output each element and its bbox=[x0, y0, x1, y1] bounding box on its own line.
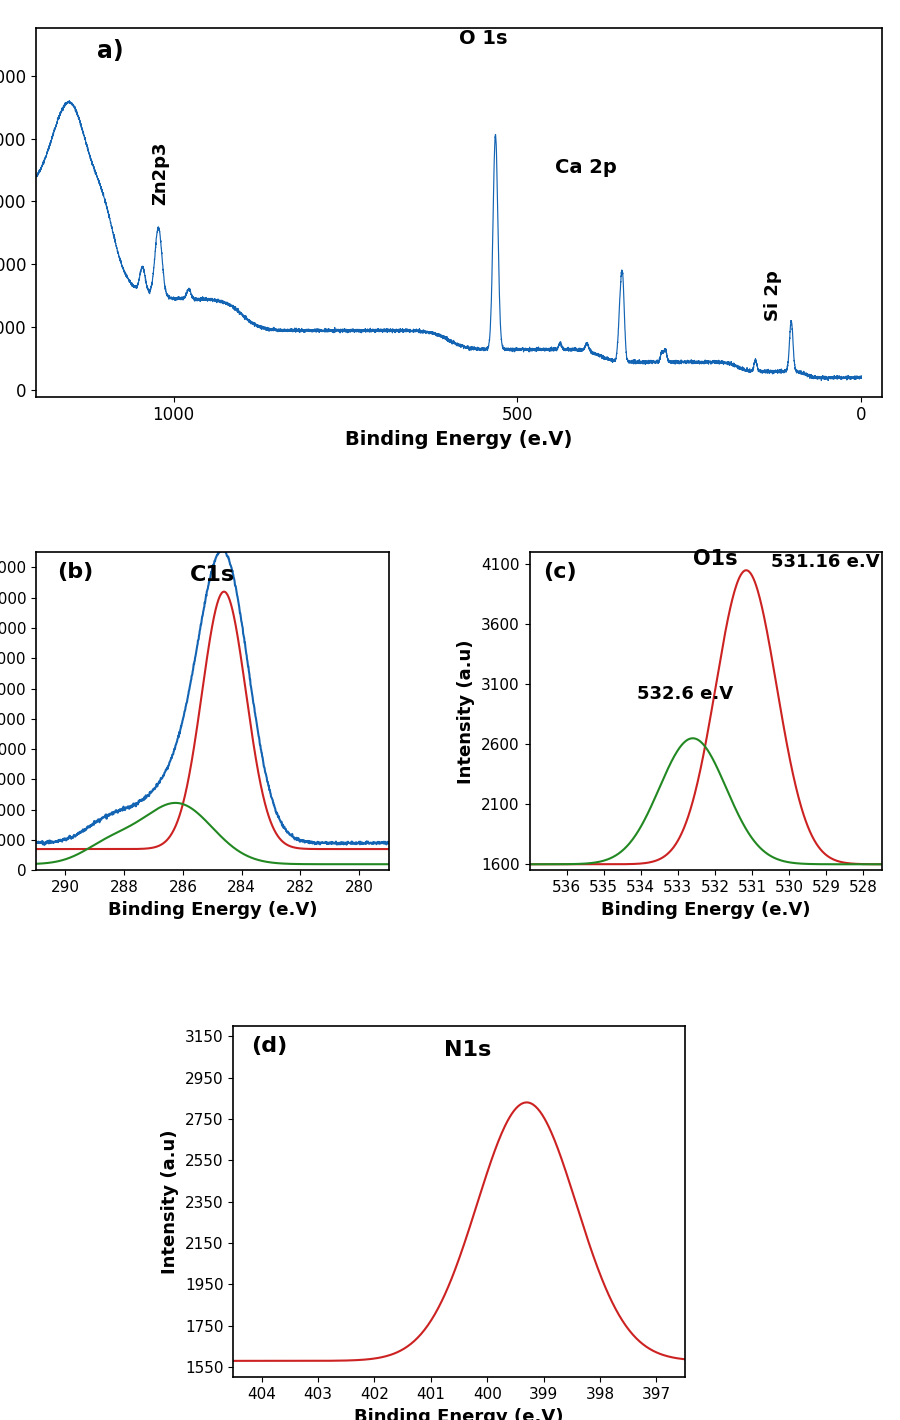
X-axis label: Binding Energy (e.V): Binding Energy (e.V) bbox=[346, 430, 572, 449]
Text: a): a) bbox=[97, 40, 123, 64]
Text: N1s: N1s bbox=[445, 1039, 491, 1059]
Text: C1s: C1s bbox=[190, 565, 235, 585]
X-axis label: Binding Energy (e.V): Binding Energy (e.V) bbox=[355, 1407, 563, 1420]
Text: O 1s: O 1s bbox=[459, 30, 508, 48]
Text: (b): (b) bbox=[58, 562, 94, 582]
Text: Si 2p: Si 2p bbox=[764, 270, 782, 321]
Text: Ca 2p: Ca 2p bbox=[555, 158, 617, 178]
Text: 532.6 e.V: 532.6 e.V bbox=[637, 684, 733, 703]
Text: 531.16 e.V: 531.16 e.V bbox=[770, 552, 879, 571]
Text: (c): (c) bbox=[544, 562, 577, 582]
X-axis label: Binding Energy (e.V): Binding Energy (e.V) bbox=[107, 900, 317, 919]
Text: (d): (d) bbox=[251, 1037, 288, 1056]
Text: O1s: O1s bbox=[693, 550, 737, 569]
Y-axis label: Intensity (a.u): Intensity (a.u) bbox=[457, 639, 475, 784]
X-axis label: Binding Energy (e.V): Binding Energy (e.V) bbox=[601, 900, 811, 919]
Y-axis label: Intensity (a.u): Intensity (a.u) bbox=[161, 1129, 179, 1274]
Text: Zn2p3: Zn2p3 bbox=[151, 141, 169, 204]
